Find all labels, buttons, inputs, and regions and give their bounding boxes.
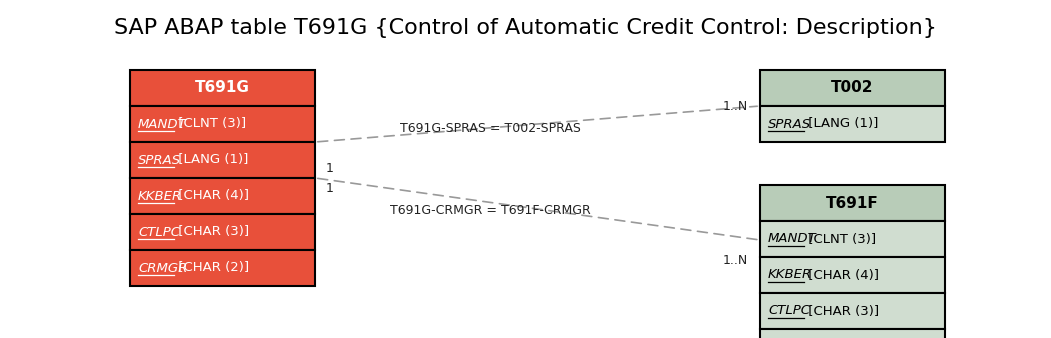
Text: T002: T002 <box>831 80 873 96</box>
Bar <box>760 70 945 106</box>
Bar <box>760 185 945 221</box>
Text: T691G: T691G <box>195 80 250 96</box>
Text: KKBER: KKBER <box>138 190 182 202</box>
Text: [CLNT (3)]: [CLNT (3)] <box>174 118 246 130</box>
Text: CTLPC: CTLPC <box>768 305 810 317</box>
Bar <box>130 250 315 286</box>
Bar <box>760 293 945 329</box>
Text: CTLPC: CTLPC <box>138 225 180 239</box>
Bar <box>130 142 315 178</box>
Bar <box>760 257 945 293</box>
Text: 1: 1 <box>326 182 334 194</box>
Bar <box>130 214 315 250</box>
Bar <box>760 329 945 338</box>
Text: T691F: T691F <box>826 195 879 211</box>
Text: SPRAS: SPRAS <box>138 153 181 167</box>
Text: SAP ABAP table T691G {Control of Automatic Credit Control: Description}: SAP ABAP table T691G {Control of Automat… <box>115 18 936 38</box>
Text: MANDT: MANDT <box>138 118 187 130</box>
Text: 1..N: 1..N <box>722 254 747 266</box>
Bar <box>130 106 315 142</box>
Bar <box>760 106 945 142</box>
Text: CRMGR: CRMGR <box>138 262 187 274</box>
Text: [CLNT (3)]: [CLNT (3)] <box>804 233 877 245</box>
Text: [CHAR (4)]: [CHAR (4)] <box>174 190 249 202</box>
Text: T691G-SPRAS = T002-SPRAS: T691G-SPRAS = T002-SPRAS <box>399 121 580 135</box>
Bar <box>130 178 315 214</box>
Text: T691G-CRMGR = T691F-CRMGR: T691G-CRMGR = T691F-CRMGR <box>390 203 591 217</box>
Bar <box>130 70 315 106</box>
Text: 1: 1 <box>326 162 334 174</box>
Bar <box>760 221 945 257</box>
Text: 1..N: 1..N <box>722 99 747 113</box>
Text: [CHAR (2)]: [CHAR (2)] <box>174 262 249 274</box>
Text: KKBER: KKBER <box>768 268 812 282</box>
Text: SPRAS: SPRAS <box>768 118 811 130</box>
Text: [CHAR (3)]: [CHAR (3)] <box>174 225 249 239</box>
Text: MANDT: MANDT <box>768 233 817 245</box>
Text: [CHAR (3)]: [CHAR (3)] <box>804 305 879 317</box>
Text: [LANG (1)]: [LANG (1)] <box>804 118 879 130</box>
Text: [CHAR (4)]: [CHAR (4)] <box>804 268 879 282</box>
Text: [LANG (1)]: [LANG (1)] <box>174 153 248 167</box>
